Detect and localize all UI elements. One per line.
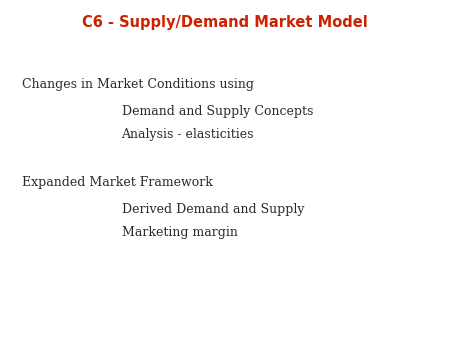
Text: Changes in Market Conditions using: Changes in Market Conditions using bbox=[22, 78, 255, 91]
Text: Demand and Supply Concepts: Demand and Supply Concepts bbox=[122, 105, 313, 118]
Text: Analysis - elasticities: Analysis - elasticities bbox=[122, 128, 254, 141]
Text: C6 - Supply/Demand Market Model: C6 - Supply/Demand Market Model bbox=[82, 15, 368, 30]
Text: Marketing margin: Marketing margin bbox=[122, 226, 238, 239]
Text: Expanded Market Framework: Expanded Market Framework bbox=[22, 176, 213, 189]
Text: Derived Demand and Supply: Derived Demand and Supply bbox=[122, 203, 304, 216]
